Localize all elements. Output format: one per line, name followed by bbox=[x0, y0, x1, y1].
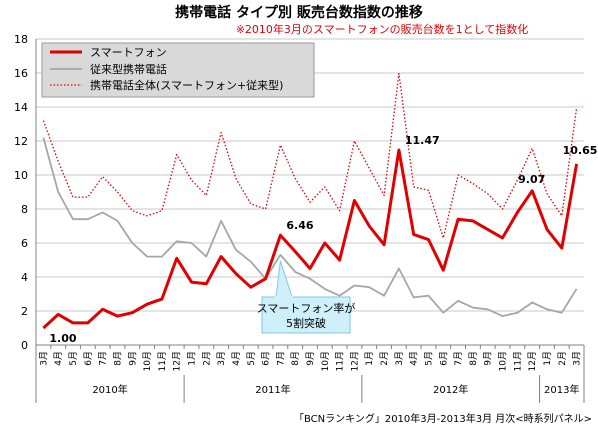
callout-line-1: スマートフォン率が bbox=[257, 301, 356, 315]
x-tick-label: 1月 bbox=[187, 351, 198, 366]
legend-label-2: 携帯電話全体(スマートフォン+従来型) bbox=[90, 78, 283, 92]
x-axis: 3月 4月 5月 6月 7月 8月 9月 10月 11月 12月 1月 2月 3月 4月 5月 6月 7月 8月 9… bbox=[35, 344, 585, 403]
legend-box bbox=[41, 42, 315, 98]
x-tick-label: 11月 bbox=[157, 351, 168, 371]
x-tick-label: 12月 bbox=[172, 351, 183, 371]
x-tick-label: 3月 bbox=[216, 351, 227, 366]
year-label: 2011年 bbox=[255, 383, 290, 396]
x-tick-label: 6月 bbox=[261, 351, 272, 366]
x-tick-label: 4月 bbox=[409, 351, 420, 366]
y-tick-label: 16 bbox=[14, 67, 28, 80]
data-label: 9.07 bbox=[518, 173, 545, 186]
x-tick-label: 8月 bbox=[468, 351, 479, 366]
x-tick-label: 5月 bbox=[423, 351, 434, 366]
y-tick-label: 6 bbox=[21, 237, 28, 250]
series-line-0 bbox=[42, 148, 579, 330]
x-tick-label: 7月 bbox=[453, 351, 464, 366]
y-tick-label: 18 bbox=[14, 33, 28, 46]
year-label: 2012年 bbox=[433, 383, 468, 396]
x-tick-label: 2月 bbox=[557, 351, 568, 366]
x-tick-label: 1月 bbox=[364, 351, 375, 366]
series-layer bbox=[42, 72, 579, 330]
x-tick-label: 9月 bbox=[305, 351, 316, 366]
x-tick-label: 11月 bbox=[512, 351, 523, 371]
y-tick-label: 8 bbox=[21, 203, 28, 216]
callout-line-2: 5割突破 bbox=[286, 316, 326, 330]
x-tick-label: 2月 bbox=[379, 351, 390, 366]
x-tick-label: 12月 bbox=[527, 351, 538, 371]
data-label: 1.00 bbox=[49, 332, 76, 345]
series-line-1 bbox=[42, 137, 578, 318]
data-label: 6.46 bbox=[286, 219, 313, 232]
callout-joint bbox=[275, 296, 293, 298]
x-tick-label: 1月 bbox=[542, 351, 553, 366]
x-tick-label: 6月 bbox=[83, 351, 94, 366]
x-tick-label: 9月 bbox=[127, 351, 138, 366]
y-tick-label: 2 bbox=[21, 305, 28, 318]
legend-label-1: 従来型携帯電話 bbox=[90, 62, 167, 76]
y-axis: 0 2 4 6 8 10 12 14 16 18 bbox=[14, 33, 37, 352]
x-tick-label: 6月 bbox=[438, 351, 449, 366]
x-tick-label: 5月 bbox=[246, 351, 257, 366]
y-tick-label: 4 bbox=[21, 271, 28, 284]
year-label: 2013年 bbox=[544, 383, 579, 396]
x-tick-label: 10月 bbox=[320, 351, 331, 371]
data-label: 11.47 bbox=[405, 134, 440, 147]
data-label: 10.65 bbox=[563, 144, 598, 157]
y-tick-label: 10 bbox=[14, 169, 28, 182]
chart-title: 携帯電話 タイプ別 販売台数指数の推移 bbox=[175, 4, 423, 21]
x-tick-label: 7月 bbox=[275, 351, 286, 366]
x-tick-label: 7月 bbox=[98, 351, 109, 366]
x-tick-label: 3月 bbox=[38, 351, 49, 366]
x-tick-label: 4月 bbox=[53, 351, 64, 366]
legend-label-0: スマートフォン bbox=[90, 46, 167, 59]
x-tick-label: 8月 bbox=[290, 351, 301, 366]
x-tick-label: 5月 bbox=[68, 351, 79, 366]
chart-subtitle: ※2010年3月のスマートフォンの販売台数を1として指数化 bbox=[236, 22, 529, 36]
y-tick-label: 0 bbox=[21, 339, 28, 352]
x-tick-label: 10月 bbox=[498, 351, 509, 371]
x-tick-label: 12月 bbox=[349, 351, 360, 371]
year-label: 2010年 bbox=[92, 383, 127, 396]
callout-box bbox=[261, 296, 351, 334]
x-tick-label: 10月 bbox=[142, 351, 153, 371]
x-tick-label: 8月 bbox=[112, 351, 123, 366]
x-tick-label: 4月 bbox=[231, 351, 242, 366]
source-note: 「BCNランキング」2010年3月-2013年3月 月次<時系列パネル> bbox=[294, 412, 592, 425]
x-tick-label: 3月 bbox=[572, 351, 583, 366]
annotation-layer: 1.00 6.46 11.47 9.07 10.65 bbox=[49, 134, 597, 345]
x-tick-label: 11月 bbox=[335, 351, 346, 371]
y-tick-label: 14 bbox=[14, 101, 28, 114]
series-line-2 bbox=[42, 72, 578, 239]
y-tick-label: 12 bbox=[14, 135, 28, 148]
x-tick-label: 3月 bbox=[394, 351, 405, 366]
x-tick-label: 9月 bbox=[483, 351, 494, 366]
x-tick-label: 2月 bbox=[201, 351, 212, 366]
